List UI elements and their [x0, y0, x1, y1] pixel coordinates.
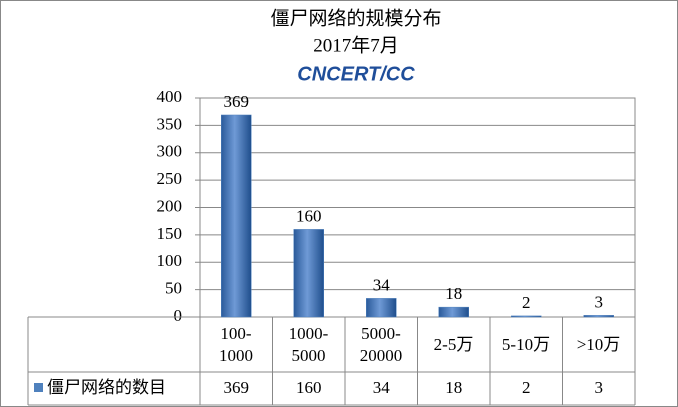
- data-label: 160: [296, 206, 322, 225]
- bar: [438, 306, 469, 318]
- y-tick-label: 300: [157, 142, 183, 161]
- x-tick-label: 1000-5000: [288, 323, 329, 365]
- bar: [511, 315, 542, 318]
- table-value: 18: [445, 378, 462, 397]
- table-value: 3: [595, 378, 604, 397]
- x-tick-cell: 1000-5000: [273, 317, 345, 372]
- data-label: 34: [373, 275, 391, 294]
- y-tick-label: 200: [157, 196, 183, 215]
- x-tick-box: 100-1000: [200, 317, 272, 372]
- x-tick-label: 5-10万: [501, 334, 551, 354]
- y-tick-label: 400: [157, 87, 183, 106]
- data-label: 2: [522, 293, 531, 312]
- logo: CNCERT/CC: [297, 63, 415, 85]
- x-tick-box: 2-5万: [418, 317, 490, 372]
- bar: [366, 298, 397, 318]
- x-tick-cell: 100-1000: [200, 317, 272, 372]
- y-tick-label: 350: [157, 114, 183, 133]
- x-tick-label: 2-5万: [433, 334, 474, 354]
- data-label: 18: [445, 284, 462, 303]
- chart-subtitle: 2017年7月: [313, 34, 399, 56]
- bar: [293, 229, 324, 318]
- x-tick-label: >10万: [576, 334, 621, 354]
- x-tick-cell: >10万: [563, 317, 635, 372]
- chart-title: 僵尸网络的规模分布: [270, 7, 441, 29]
- y-tick-label: 150: [157, 224, 183, 243]
- x-tick-cell: 5000-20000: [345, 317, 417, 372]
- table-value: 34: [373, 378, 391, 397]
- y-tick-label: 50: [165, 279, 182, 298]
- x-tick-box: 5-10万: [490, 317, 562, 372]
- y-tick-label: 250: [157, 169, 183, 188]
- bar: [583, 315, 614, 318]
- x-tick-cell: 5-10万: [490, 317, 562, 372]
- table-value: 2: [522, 378, 531, 397]
- table-value: 160: [296, 378, 322, 397]
- x-tick-cell: 2-5万: [418, 317, 490, 372]
- bar: [221, 114, 252, 318]
- y-tick-label: 0: [174, 306, 183, 325]
- table-value: 369: [224, 378, 250, 397]
- x-tick-box: 5000-20000: [345, 317, 417, 372]
- data-label: 369: [224, 92, 250, 111]
- x-tick-box: 1000-5000: [273, 317, 345, 372]
- y-tick-label: 100: [157, 251, 183, 270]
- x-tick-label: 5000-20000: [359, 323, 403, 365]
- x-tick-box: >10万: [563, 317, 635, 372]
- x-tick-label: 100-1000: [219, 323, 253, 365]
- data-label: 3: [595, 292, 604, 311]
- legend-label: 僵尸网络的数目: [47, 378, 166, 397]
- legend-marker: [34, 383, 43, 392]
